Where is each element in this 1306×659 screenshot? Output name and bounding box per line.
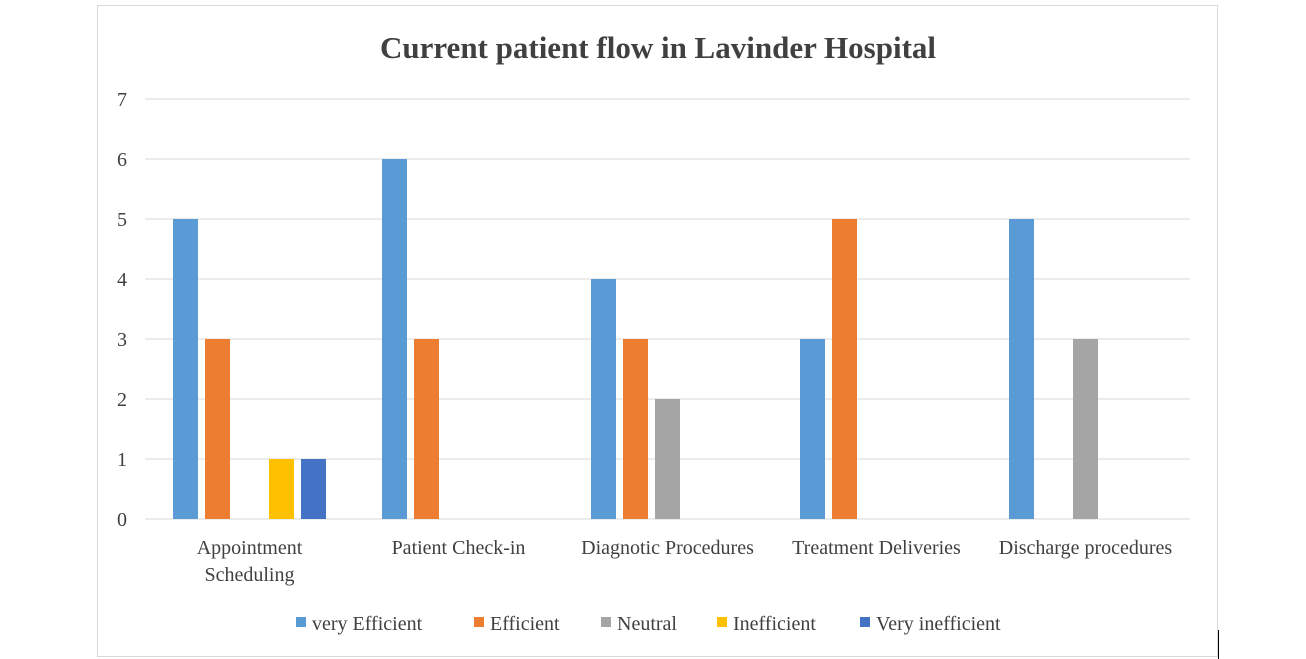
x-category-label: Scheduling: [205, 564, 295, 586]
page-edge-mark: [1218, 630, 1219, 659]
bar: [269, 459, 294, 519]
bar: [832, 219, 857, 519]
legend-label: Neutral: [617, 613, 677, 635]
bar: [414, 339, 439, 519]
bar: [173, 219, 198, 519]
legend-label: Inefficient: [733, 613, 816, 635]
legend-label: Efficient: [490, 613, 560, 635]
bar: [382, 159, 407, 519]
legend-swatch: [717, 617, 727, 627]
y-tick-label: 4: [117, 269, 127, 291]
y-tick-label: 3: [117, 329, 127, 351]
x-category-label: Diagnotic Procedures: [581, 537, 754, 559]
x-category-label: Treatment Deliveries: [792, 537, 961, 559]
x-category-label: Patient Check-in: [392, 537, 526, 559]
legend-swatch: [474, 617, 484, 627]
y-tick-label: 5: [117, 209, 127, 231]
bar: [1009, 219, 1034, 519]
bar: [205, 339, 230, 519]
y-tick-label: 0: [117, 509, 127, 531]
bar: [623, 339, 648, 519]
bar: [301, 459, 326, 519]
bar: [800, 339, 825, 519]
x-category-label: Discharge procedures: [999, 537, 1173, 559]
y-tick-label: 1: [117, 449, 127, 471]
legend-label: Very inefficient: [876, 613, 1001, 635]
x-axis-labels: Appointment Scheduling Patient Check-in Dia…: [197, 537, 1173, 586]
legend-swatch: [860, 617, 870, 627]
bar: [655, 399, 680, 519]
y-axis-ticks: 0 1 2 3 4 5 6 7: [117, 89, 127, 531]
y-tick-label: 7: [117, 89, 127, 111]
y-tick-label: 6: [117, 149, 127, 171]
legend-swatch: [296, 617, 306, 627]
legend: very Efficient Efficient Neutral Inefficien…: [296, 613, 1001, 635]
bar: [591, 279, 616, 519]
legend-label: very Efficient: [312, 613, 423, 635]
bar: [1073, 339, 1098, 519]
bars: [173, 159, 1098, 519]
chart-title: Current patient flow in Lavinder Hospita…: [380, 30, 936, 65]
y-tick-label: 2: [117, 389, 127, 411]
legend-swatch: [601, 617, 611, 627]
x-category-label: Appointment: [197, 537, 303, 559]
